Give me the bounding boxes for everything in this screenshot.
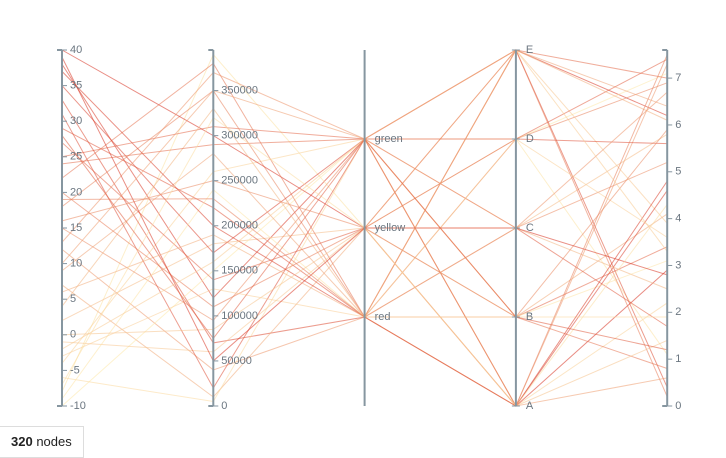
axis: 0 1 2 3 4 5 6 7 (662, 49, 681, 412)
node-label: nodes (36, 434, 72, 449)
category-label: E (526, 44, 533, 56)
tick-label: 300000 (221, 130, 258, 142)
tick-label: 350000 (221, 84, 258, 96)
category-label: B (526, 311, 533, 323)
tick-label: 5 (70, 293, 76, 305)
tick-label: 0 (70, 329, 76, 341)
tick-label: 4 (675, 213, 681, 225)
tick-label: 35 (70, 80, 82, 92)
tick-label: -10 (70, 400, 86, 412)
tick-label: 10 (70, 258, 82, 270)
category-label: yellow (375, 222, 406, 234)
axis: A B C D E (511, 44, 534, 412)
tick-label: 250000 (221, 175, 258, 187)
tick-label: 100000 (221, 310, 258, 322)
tick-label: 0 (675, 400, 681, 412)
tick-label: 40 (70, 44, 82, 56)
tick-label: -5 (70, 364, 80, 376)
category-label: C (526, 222, 534, 234)
tick-label: 7 (675, 72, 681, 84)
tick-label: 2 (675, 306, 681, 318)
chart: -10-505101520253035400500001000001500002… (57, 44, 681, 412)
axis: 0 50000 100000 150000 200000 250000 300000 3500… (208, 49, 258, 412)
tick-label: 5 (675, 166, 681, 178)
tick-label: 3 (675, 259, 681, 271)
node-count: 320 (11, 434, 33, 449)
tick-label: 50000 (221, 355, 252, 367)
tick-label: 15 (70, 222, 82, 234)
axis: red yellow green (363, 50, 406, 406)
tick-label: 20 (70, 186, 82, 198)
category-label: green (375, 133, 403, 145)
tick-label: 1 (675, 353, 681, 365)
tick-label: 200000 (221, 220, 258, 232)
axis: -10 -5 0 5 10 15 20 25 30 35 40 (57, 44, 86, 412)
category-label: red (375, 311, 391, 323)
tick-label: 6 (675, 119, 681, 131)
tick-label: 0 (221, 400, 227, 412)
category-label: D (526, 133, 534, 145)
category-label: A (526, 400, 534, 412)
tick-label: 25 (70, 151, 82, 163)
tick-label: 150000 (221, 265, 258, 277)
tick-label: 30 (70, 115, 82, 127)
node-count-box: 320 nodes (0, 426, 84, 458)
